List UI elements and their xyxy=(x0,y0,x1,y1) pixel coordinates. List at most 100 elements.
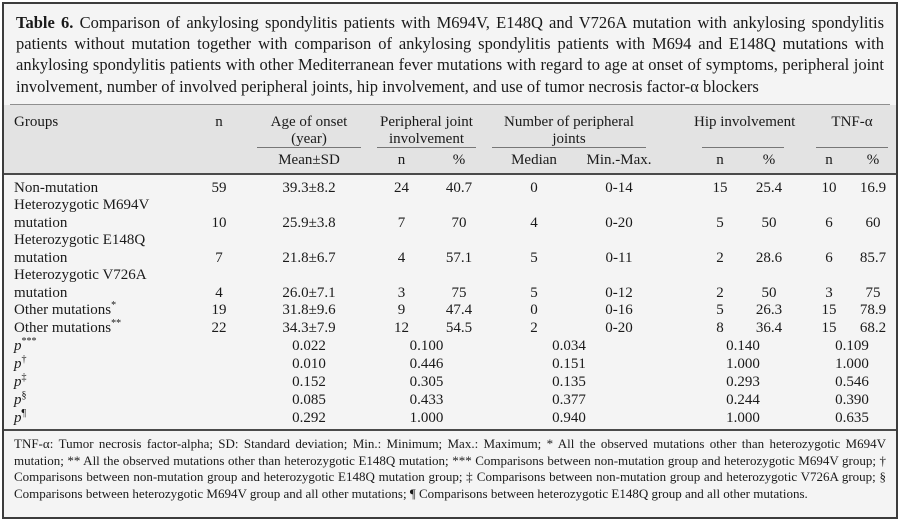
table-row: Other mutations** 22 34.3±7.9 12 54.5 2 … xyxy=(4,317,896,338)
subcol-hip-pct: % xyxy=(746,147,793,175)
spacer xyxy=(654,355,694,373)
p-value-row: p¶ 0.292 1.000 0.940 1.000 0.635 xyxy=(4,409,896,432)
p-value-row: p§ 0.085 0.433 0.377 0.244 0.390 xyxy=(4,391,896,409)
spacer xyxy=(792,320,808,338)
spacer xyxy=(189,337,249,355)
cell-tnf-n: 15 xyxy=(821,302,837,319)
cell-n: 22 xyxy=(211,319,227,336)
p-age: 0.022 xyxy=(292,338,326,355)
cell-tnf-n: 10 xyxy=(821,179,837,196)
cell-median: 0 xyxy=(530,179,538,196)
p-peripheral-joint: 0.433 xyxy=(409,392,444,409)
p-row-label: p† xyxy=(14,354,27,373)
cell-pji-pct: 47.4 xyxy=(445,302,473,319)
cell-pji-n: 12 xyxy=(394,319,409,336)
table-row: Heterozygotic V726A mutation 4 26.0±7.1 … xyxy=(4,267,896,302)
spacer xyxy=(792,373,808,391)
p-value-row: p*** 0.022 0.100 0.034 0.140 0.109 xyxy=(4,337,896,355)
col-header-n: n xyxy=(189,104,249,175)
cell-n: 7 xyxy=(215,249,223,266)
subcol-tnf-pct: % xyxy=(850,147,896,175)
spacer xyxy=(792,302,808,320)
p-row-label: p§ xyxy=(14,390,27,409)
p-hip: 1.000 xyxy=(726,356,760,373)
p-row-label: p¶ xyxy=(4,409,189,432)
cell-pji-pct: 40.7 xyxy=(445,179,473,196)
p-hip: 0.140 xyxy=(726,338,760,355)
table-caption: Table 6. Comparison of ankylosing spondy… xyxy=(4,4,896,104)
cell-tnf-n: 3 xyxy=(825,284,833,301)
cell-tnf-pct: 78.9 xyxy=(859,302,887,319)
cell-hip-pct: 26.3 xyxy=(755,302,783,319)
p-tnf: 1.000 xyxy=(835,356,869,373)
row-group-label: Other mutations** xyxy=(14,317,122,336)
cell-pji-n: 9 xyxy=(397,302,406,319)
p-row-label: p*** xyxy=(14,336,37,355)
row-group-label: Other mutations* xyxy=(14,300,117,319)
table-caption-text: Comparison of ankylosing spondylitis pat… xyxy=(16,13,884,96)
cell-pji-pct: 57.1 xyxy=(445,249,473,266)
table-row: Non-mutation 59 39.3±8.2 24 40.7 0 0-14 … xyxy=(4,174,896,198)
cell-median: 5 xyxy=(530,249,538,266)
spacer xyxy=(654,267,694,302)
spacer xyxy=(654,302,694,320)
cell-n: 4 xyxy=(215,284,223,301)
spacer xyxy=(792,267,808,302)
col-header-number-of-joints: Number of peripheral joints xyxy=(484,104,655,148)
p-hip: 0.293 xyxy=(726,374,760,391)
p-peripheral-joint: 0.446 xyxy=(409,356,444,373)
cell-age: 34.3±7.9 xyxy=(282,319,336,336)
cell-age: 21.8±6.7 xyxy=(282,249,336,266)
subcol-mean-sd: Mean±SD xyxy=(249,147,369,175)
cell-minmax: 0-11 xyxy=(605,249,633,266)
table-number-label: Table 6. xyxy=(16,13,74,32)
cell-n: 19 xyxy=(211,302,227,319)
col-header-age-of-onset: Age of onset (year) xyxy=(249,104,369,148)
table-header: Groups n Age of onset (year) Peripheral … xyxy=(4,104,896,175)
cell-pji-pct: 70 xyxy=(451,214,467,231)
p-number-of-joints: 0.940 xyxy=(484,409,655,432)
cell-tnf-n: 6 xyxy=(825,214,833,231)
cell-pji-n: 24 xyxy=(394,179,409,196)
spacer xyxy=(792,391,808,409)
spacer xyxy=(654,391,694,409)
cell-tnf-pct: 68.2 xyxy=(859,319,887,336)
cell-tnf-pct: 75 xyxy=(865,284,881,301)
subcol-hip-n: n xyxy=(694,147,747,175)
p-hip: 0.244 xyxy=(726,392,760,409)
cell-median: 0 xyxy=(530,302,538,319)
cell-hip-n: 8 xyxy=(716,319,724,336)
cell-pji-pct: 54.5 xyxy=(445,319,473,336)
cell-median: 4 xyxy=(530,214,538,231)
col-header-tnf-alpha: TNF-α xyxy=(808,104,896,148)
p-value-row: p† 0.010 0.446 0.151 1.000 1.000 xyxy=(4,355,896,373)
table-row: Heterozygotic M694V mutation 10 25.9±3.8… xyxy=(4,197,896,232)
subcol-pji-pct: % xyxy=(434,147,484,175)
subcol-median: Median xyxy=(484,147,584,175)
cell-pji-n: 4 xyxy=(397,249,406,266)
spacer xyxy=(654,174,694,198)
spacer xyxy=(792,232,808,267)
cell-tnf-n: 6 xyxy=(825,249,833,266)
spacer xyxy=(189,373,249,391)
spacer xyxy=(654,337,694,355)
table-row: Other mutations* 19 31.8±9.6 9 47.4 0 0-… xyxy=(4,300,896,320)
col-header-hip-involvement: Hip involvement xyxy=(694,104,795,148)
p-number-of-joints: 0.034 xyxy=(552,338,586,355)
row-group-label: Heterozygotic E148Q mutation xyxy=(14,232,146,266)
p-tnf: 0.390 xyxy=(835,392,869,409)
p-tnf: 0.109 xyxy=(835,338,869,355)
p-age: 0.010 xyxy=(292,356,326,373)
table-row: Heterozygotic E148Q mutation 7 21.8±6.7 … xyxy=(4,232,896,267)
subcol-pji-n: n xyxy=(369,147,434,175)
p-hip: 1.000 xyxy=(694,409,793,432)
cell-tnf-pct: 60 xyxy=(865,214,881,231)
p-tnf: 0.546 xyxy=(835,374,869,391)
table-footnote: TNF-α: Tumor necrosis factor-alpha; SD: … xyxy=(14,436,886,501)
cell-hip-n: 5 xyxy=(716,302,724,319)
cell-minmax: 0-14 xyxy=(605,179,633,196)
p-tnf: 0.635 xyxy=(808,409,896,432)
cell-pji-pct: 75 xyxy=(451,284,467,301)
p-age: 0.152 xyxy=(292,374,326,391)
